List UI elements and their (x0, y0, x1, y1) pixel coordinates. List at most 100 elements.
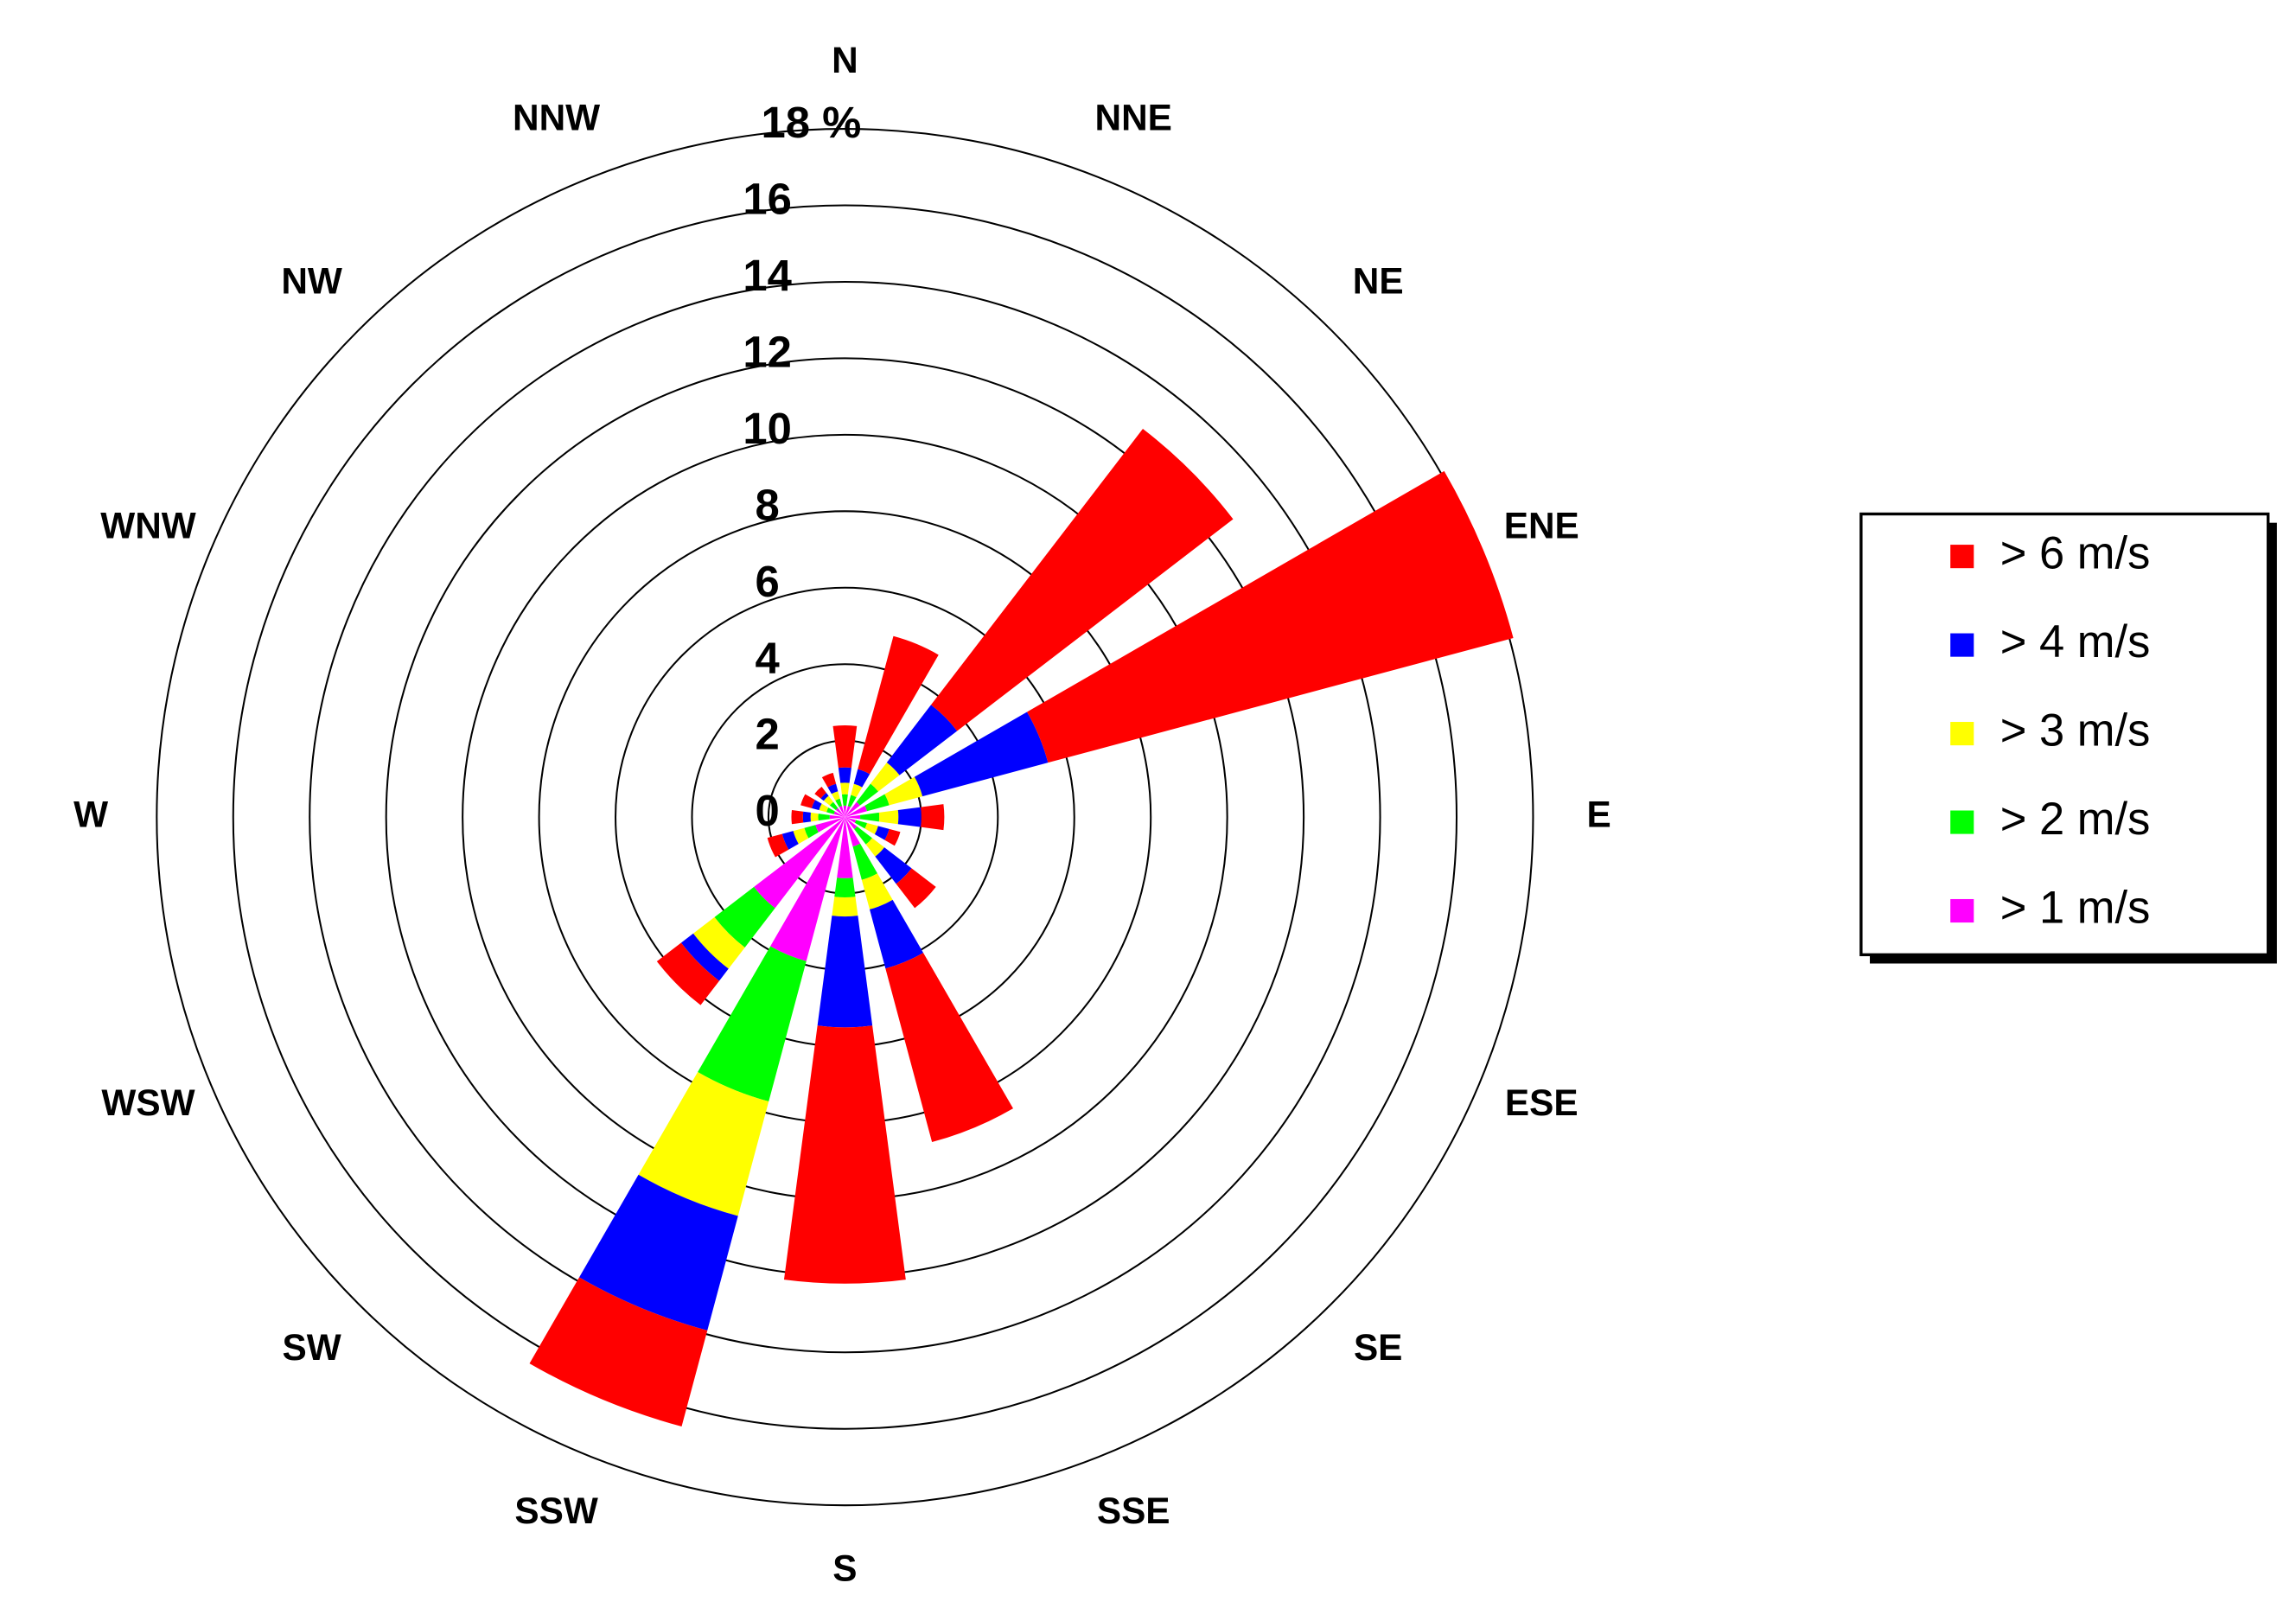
direction-label: SSE (1097, 1490, 1170, 1531)
direction-label: WNW (100, 505, 196, 546)
wedge (864, 822, 878, 835)
radial-tick-label: 16 (743, 175, 792, 224)
legend-label: > 2 m/s (2000, 794, 2151, 845)
wedge (833, 811, 845, 818)
wedge (847, 795, 857, 807)
direction-label: SW (282, 1327, 341, 1368)
wedge (845, 806, 851, 818)
wedge (817, 916, 873, 1028)
legend-swatch (1950, 545, 1974, 569)
wedge (851, 783, 863, 798)
radial-tick-label: 12 (743, 327, 792, 376)
wedge (829, 801, 839, 811)
direction-label: NE (1353, 261, 1404, 302)
legend-swatch (1950, 898, 1974, 923)
wedge (770, 817, 845, 961)
radial-tick-label: 2 (755, 710, 779, 759)
ring (309, 280, 1381, 1354)
direction-label: N (832, 40, 858, 80)
wedge (680, 933, 729, 981)
direction-label: W (73, 794, 108, 834)
wedge (832, 897, 858, 917)
direction-label: NW (281, 261, 342, 302)
wedge (754, 817, 845, 909)
wedge (856, 783, 878, 806)
wedge (837, 817, 853, 878)
wedge (865, 838, 885, 857)
radial-tick-label: 8 (755, 480, 779, 529)
wedge (831, 791, 840, 801)
legend-label: > 6 m/s (2000, 528, 2151, 579)
wedge (854, 820, 868, 829)
wedge (845, 817, 861, 847)
wedge (638, 1072, 769, 1216)
wedge (897, 807, 922, 827)
wedge (874, 826, 890, 840)
wedge (858, 635, 939, 775)
wedge (579, 1174, 738, 1331)
wedge (826, 807, 835, 814)
wedge (852, 843, 877, 880)
direction-label: NNW (513, 97, 600, 137)
wedge (791, 810, 804, 825)
wedge (845, 801, 860, 818)
wedge (829, 814, 845, 820)
wedge (838, 767, 851, 783)
ring (232, 204, 1458, 1430)
wedge (814, 787, 826, 799)
wedge (804, 825, 819, 839)
wedge (781, 831, 799, 850)
wedge (802, 811, 811, 823)
radial-tick-label: 0 (755, 786, 779, 835)
radial-tick-label: 6 (755, 557, 779, 606)
wedge (820, 793, 829, 801)
wedge (839, 806, 845, 818)
legend (1859, 512, 2270, 957)
wedge (714, 886, 775, 948)
wedge (823, 795, 833, 806)
wedge (884, 776, 923, 806)
wedge (853, 769, 871, 788)
wedge (811, 800, 822, 811)
wedge (835, 807, 845, 818)
direction-label: NNE (1095, 97, 1172, 137)
wedge (845, 817, 858, 830)
direction-label: ENE (1504, 505, 1579, 546)
wedge (843, 805, 847, 818)
wedge (845, 805, 868, 818)
legend-label: > 4 m/s (2000, 616, 2151, 667)
direction-label: S (832, 1548, 857, 1589)
wedge (875, 847, 912, 884)
wedge (818, 814, 830, 821)
wedge (870, 899, 924, 969)
wedge (832, 724, 858, 769)
wedge (698, 946, 807, 1102)
wedge (845, 814, 861, 820)
direction-label: SE (1354, 1327, 1402, 1368)
wedge (767, 833, 789, 858)
wedge (793, 827, 809, 845)
wedge (840, 782, 850, 795)
legend-label: > 1 m/s (2000, 882, 2151, 933)
ring (156, 128, 1534, 1507)
direction-label: WSW (101, 1082, 195, 1123)
wedge (529, 1277, 708, 1426)
wedge (827, 783, 839, 795)
wedge (815, 817, 845, 833)
radial-tick-label: 18 % (762, 98, 862, 147)
wedge (878, 810, 899, 825)
wedge (841, 794, 848, 806)
wedge (859, 812, 880, 822)
legend-label: > 3 m/s (2000, 705, 2151, 756)
legend-swatch (1950, 722, 1974, 746)
wedge (864, 794, 890, 812)
wedge (886, 705, 958, 775)
wedge (914, 712, 1049, 797)
direction-label: ESE (1505, 1082, 1578, 1123)
wedge (835, 798, 842, 807)
direction-label: SSW (514, 1490, 597, 1531)
wedge (819, 803, 829, 813)
wedge (692, 916, 745, 969)
wedge (896, 868, 936, 909)
